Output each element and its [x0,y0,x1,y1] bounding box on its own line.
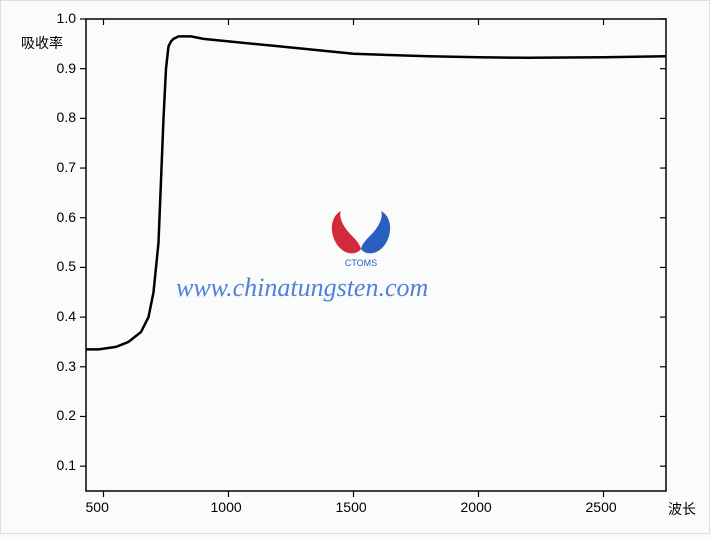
watermark-logo: CTOMS [321,201,401,276]
y-tick-label: 1.0 [46,10,76,26]
logo-red-swirl [332,211,361,253]
logo-code-text: CTOMS [345,258,377,268]
y-tick-label: 0.8 [46,109,76,125]
x-tick-label: 1500 [336,499,367,515]
logo-blue-swirl [361,211,390,253]
y-tick-label: 0.1 [46,457,76,473]
watermark-url: www.chinatungsten.com [176,273,428,303]
x-tick-label: 1000 [211,499,242,515]
y-tick-label: 0.2 [46,407,76,423]
y-axis-label: 吸收率 [21,33,63,53]
y-tick-label: 0.3 [46,358,76,374]
y-tick-label: 0.4 [46,308,76,324]
x-axis-label: 波长 [668,499,696,519]
y-tick-label: 0.6 [46,209,76,225]
x-tick-label: 500 [86,499,109,515]
x-tick-label: 2500 [586,499,617,515]
y-tick-label: 0.7 [46,159,76,175]
x-tick-label: 2000 [461,499,492,515]
y-tick-label: 0.9 [46,60,76,76]
y-tick-label: 0.5 [46,258,76,274]
